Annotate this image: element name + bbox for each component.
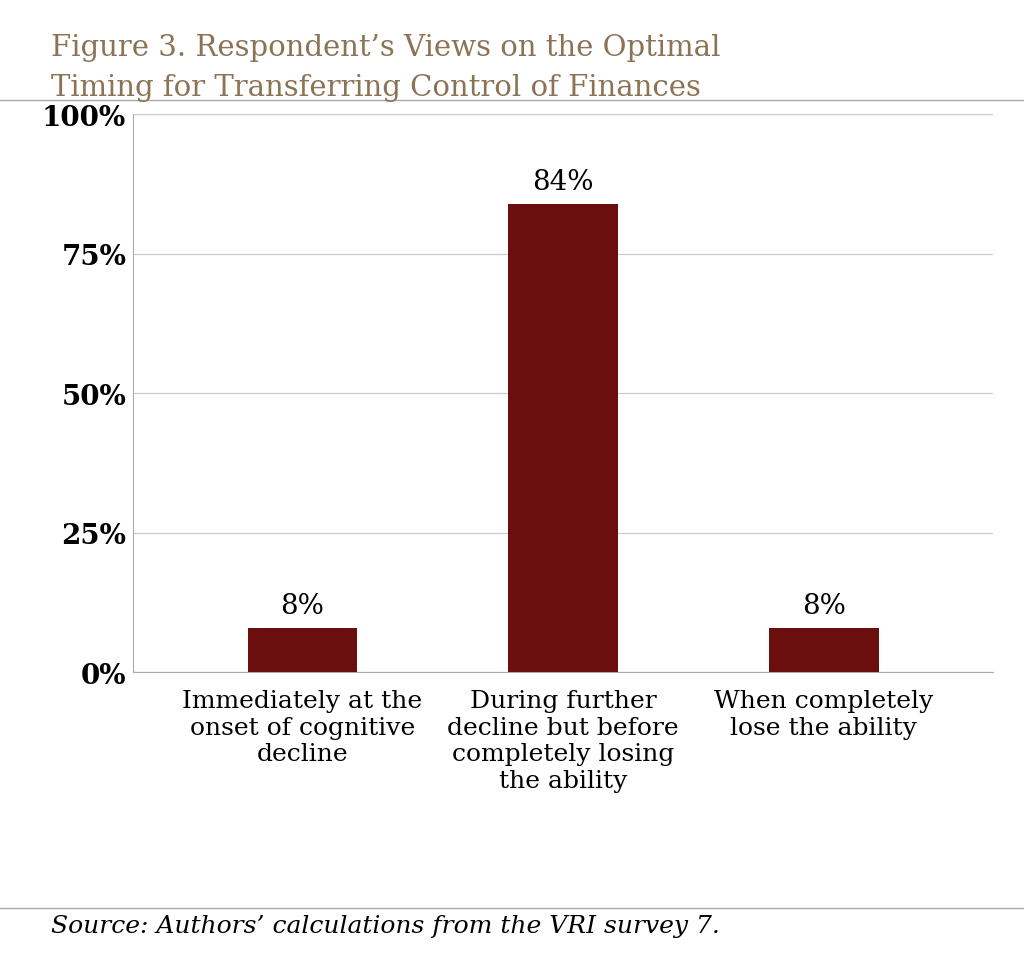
Bar — [248, 628, 357, 673]
Text: 8%: 8% — [281, 593, 325, 620]
Text: Figure 3. Respondent’s Views on the Optimal
Timing for Transferring Control of F: Figure 3. Respondent’s Views on the Opti… — [51, 34, 721, 102]
Text: Source: Authors’ calculations from the VRI survey 7.: Source: Authors’ calculations from the V… — [51, 914, 720, 937]
Text: 84%: 84% — [532, 169, 594, 196]
Text: 8%: 8% — [802, 593, 846, 620]
Bar — [769, 628, 879, 673]
Bar — [509, 205, 617, 673]
